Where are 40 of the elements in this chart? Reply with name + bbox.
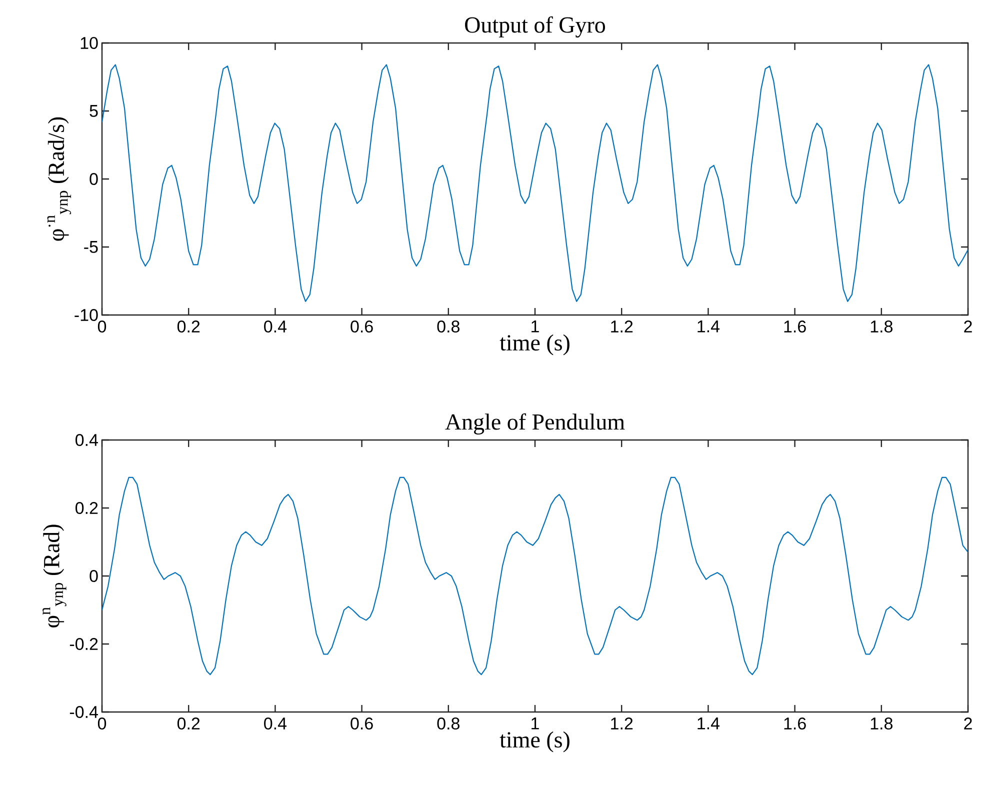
x-tick-label: 0.6 <box>350 718 373 730</box>
chart-title: Output of Gyro <box>465 16 606 38</box>
x-tick-label: 1.8 <box>870 718 892 730</box>
y-tick-label: -10 <box>74 308 98 322</box>
x-tick-label: 1.6 <box>784 718 806 730</box>
y-tick-label: 5 <box>90 105 98 117</box>
x-tick-label: 2 <box>964 320 972 332</box>
y-tick-label: -0.4 <box>70 706 98 718</box>
x-tick-label: 1.2 <box>611 718 633 730</box>
x-axis-title: time (s) <box>500 334 570 356</box>
y-tick-label: 0 <box>90 172 98 186</box>
x-axis-title: time (s) <box>500 731 570 752</box>
y-axis-title: φ$^{·n}$$_{ynp}$ (Rad/s) <box>47 117 72 241</box>
x-tick-label: 1.4 <box>698 718 720 730</box>
x-tick-label: 1.8 <box>870 320 892 333</box>
y-tick-label: -5 <box>84 241 98 253</box>
y-tick-label: -0.2 <box>70 638 98 650</box>
chart-title: Angle of Pendulum <box>445 413 625 435</box>
x-tick-label: 0.2 <box>177 718 200 730</box>
x-tick-label: 0.6 <box>350 320 373 333</box>
x-tick-label: 1 <box>532 320 539 332</box>
x-tick-label: 0.4 <box>264 718 287 730</box>
line-series <box>102 476 968 676</box>
x-tick-label: 1.4 <box>698 320 720 332</box>
y-tick-label: 0.4 <box>76 434 98 446</box>
x-tick-label: 1.6 <box>784 320 806 333</box>
x-tick-label: 0.2 <box>177 320 200 333</box>
x-tick-label: 1.2 <box>611 320 633 332</box>
x-tick-label: 2 <box>964 718 972 730</box>
x-tick-label: 0.8 <box>437 718 460 730</box>
y-tick-label: 10 <box>80 36 98 50</box>
line-series <box>102 64 968 302</box>
y-tick-label: 0 <box>90 570 98 582</box>
x-tick-label: 1 <box>532 718 539 730</box>
x-tick-label: 0.8 <box>437 320 460 333</box>
y-axis-title: φ$^{n}$$_{ynp}$ (Rad) <box>42 524 66 628</box>
y-tick-label: 0.2 <box>76 502 98 514</box>
x-tick-label: 0 <box>98 718 106 730</box>
x-tick-label: 0 <box>98 320 106 333</box>
x-tick-label: 0.4 <box>264 320 287 333</box>
